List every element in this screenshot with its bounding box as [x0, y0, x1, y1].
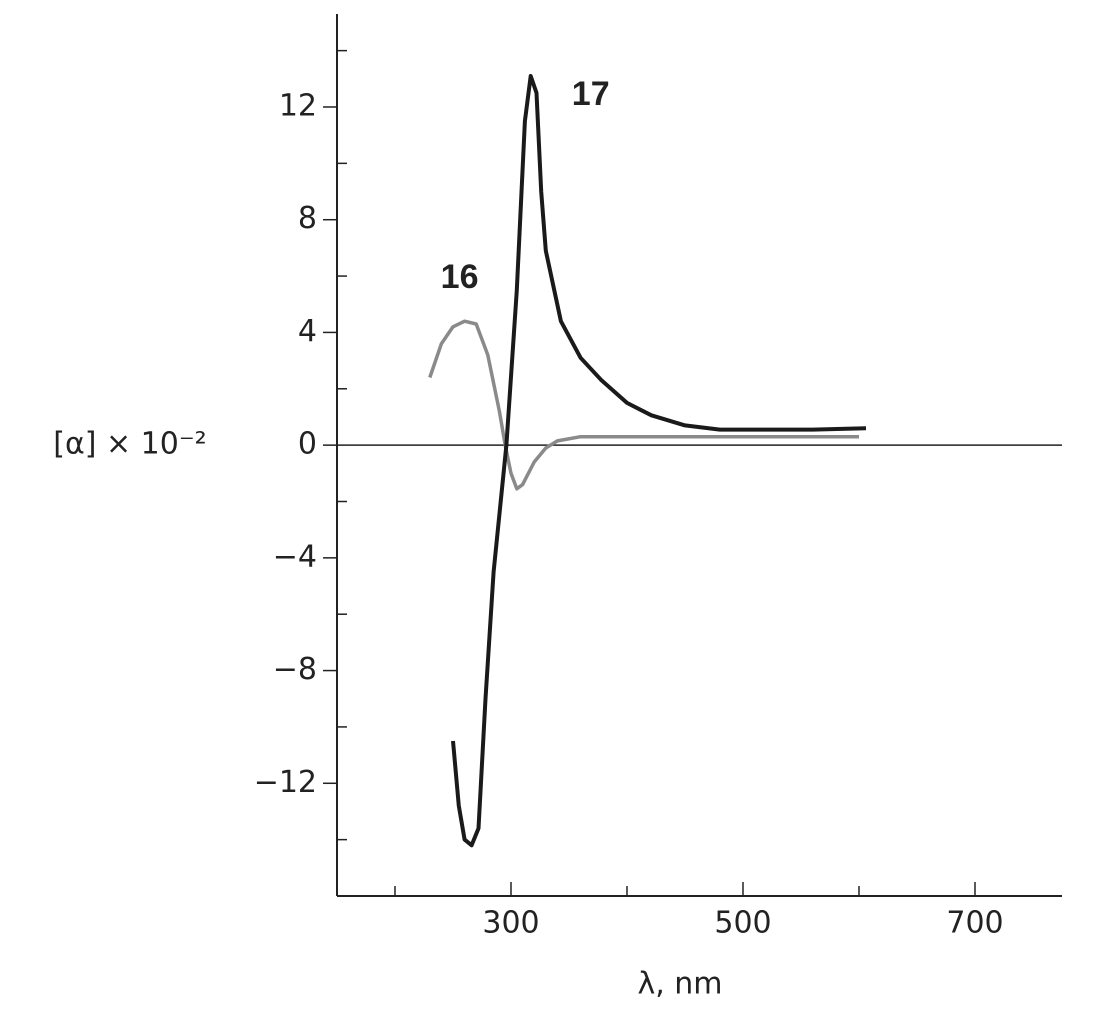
curve — [428, 319, 859, 491]
y-axis-label: [α] × 10⁻² — [53, 427, 206, 462]
x-tick-label: 500 — [714, 906, 771, 941]
y-tick-label: −12 — [254, 765, 317, 800]
y-tick-label: −8 — [273, 652, 317, 687]
y-tick-label: 12 — [279, 88, 317, 123]
series-label: 16 — [441, 258, 479, 296]
series-label: 17 — [572, 75, 610, 113]
y-tick-label: −4 — [273, 539, 317, 574]
x-tick-label: 300 — [482, 906, 539, 941]
y-tick-label: 8 — [298, 201, 317, 236]
x-tick-label: 700 — [946, 906, 1003, 941]
curve — [451, 74, 867, 848]
y-tick-label: 4 — [298, 314, 317, 349]
y-tick-label: 0 — [298, 427, 317, 462]
x-axis-label: λ, nm — [637, 967, 722, 1002]
